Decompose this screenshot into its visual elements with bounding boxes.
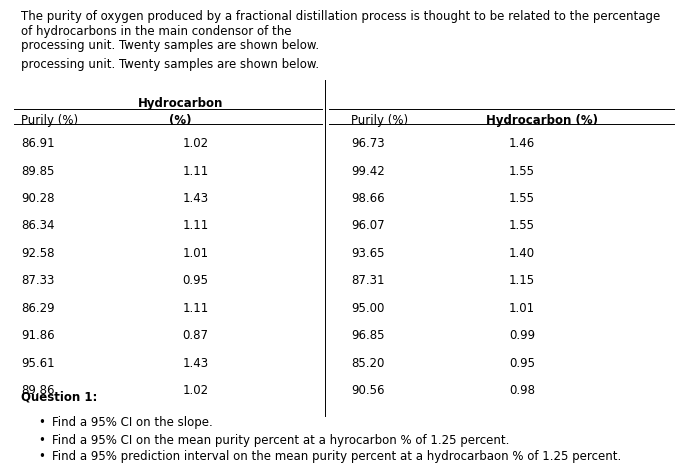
Text: 86.91: 86.91 [21,137,54,150]
Text: processing unit. Twenty samples are shown below.: processing unit. Twenty samples are show… [21,58,319,70]
Text: 90.28: 90.28 [21,192,54,205]
Text: 86.29: 86.29 [21,302,54,315]
Text: •: • [38,434,45,447]
Text: 1.43: 1.43 [182,357,208,369]
Text: 0.95: 0.95 [509,357,535,369]
Text: 87.33: 87.33 [21,274,54,287]
Text: 1.01: 1.01 [182,247,208,260]
Text: processing unit. Twenty samples are shown below.: processing unit. Twenty samples are show… [21,39,319,52]
Text: Find a 95% CI on the mean purity percent at a hyrocarbon % of 1.25 percent.: Find a 95% CI on the mean purity percent… [52,434,509,447]
Text: 96.85: 96.85 [351,329,384,342]
Text: 95.61: 95.61 [21,357,54,369]
Text: 1.15: 1.15 [509,274,535,287]
Text: 89.86: 89.86 [21,384,54,397]
Text: 86.34: 86.34 [21,219,54,232]
Text: Hydrocarbon (%): Hydrocarbon (%) [486,114,598,126]
Text: 1.55: 1.55 [509,165,535,177]
Text: 0.99: 0.99 [509,329,535,342]
Text: 87.31: 87.31 [351,274,384,287]
Text: 0.87: 0.87 [183,329,208,342]
Text: (%): (%) [170,114,192,126]
Text: 1.11: 1.11 [182,302,208,315]
Text: 0.98: 0.98 [509,384,535,397]
Text: 91.86: 91.86 [21,329,54,342]
Text: 1.40: 1.40 [509,247,535,260]
Text: 89.85: 89.85 [21,165,54,177]
Text: •: • [38,450,45,463]
Text: Find a 95% CI on the slope.: Find a 95% CI on the slope. [52,416,213,429]
Text: 1.02: 1.02 [182,137,208,150]
Text: 96.73: 96.73 [351,137,384,150]
Text: 1.46: 1.46 [509,137,535,150]
Text: Purily (%): Purily (%) [21,114,78,126]
Text: 85.20: 85.20 [351,357,384,369]
Text: The purity of oxygen produced by a fractional distillation process is thought to: The purity of oxygen produced by a fract… [21,10,660,23]
Text: Hydrocarbon: Hydrocarbon [138,97,223,110]
Text: 1.55: 1.55 [509,219,535,232]
Text: 1.02: 1.02 [182,384,208,397]
Text: Find a 95% prediction interval on the mean purity percent at a hydrocarbaon % of: Find a 95% prediction interval on the me… [52,450,621,463]
Text: 1.01: 1.01 [509,302,535,315]
Text: 99.42: 99.42 [351,165,385,177]
Text: 95.00: 95.00 [351,302,384,315]
Text: 93.65: 93.65 [351,247,384,260]
Text: 90.56: 90.56 [351,384,384,397]
Text: 0.95: 0.95 [183,274,208,287]
Text: 1.11: 1.11 [182,219,208,232]
Text: of hydrocarbons in the main condensor of the: of hydrocarbons in the main condensor of… [21,25,291,37]
Text: Question 1:: Question 1: [21,390,97,403]
Text: 92.58: 92.58 [21,247,54,260]
Text: •: • [38,416,45,429]
Text: 1.43: 1.43 [182,192,208,205]
Text: 96.07: 96.07 [351,219,384,232]
Text: Purily (%): Purily (%) [351,114,408,126]
Text: 1.11: 1.11 [182,165,208,177]
Text: 1.55: 1.55 [509,192,535,205]
Text: 98.66: 98.66 [351,192,384,205]
